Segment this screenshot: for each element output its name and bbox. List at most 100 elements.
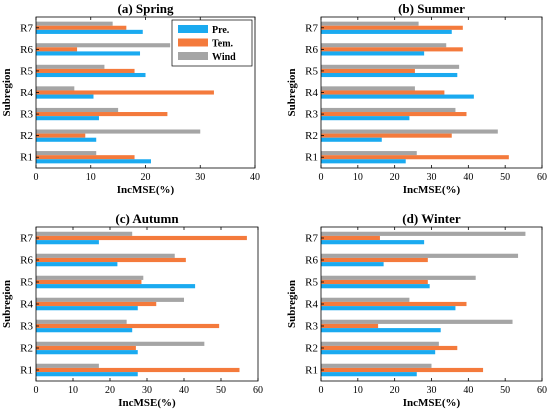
y-tick-label: R5 [20, 65, 33, 77]
bar-pre-r2 [321, 350, 436, 355]
x-tick-label: 60 [253, 385, 263, 396]
y-tick-label: R1 [20, 152, 33, 164]
y-tick-label: R3 [305, 109, 318, 121]
panel-2: (b) Summer R1 R2 R3 R4 R5 R6 R7 0 10 20 30 40 50 60 Inc… [286, 1, 547, 196]
x-tick-label: 60 [537, 385, 547, 396]
x-tick-label: 30 [427, 172, 437, 183]
x-tick-label: 20 [390, 385, 400, 396]
bar-tem-r1 [321, 367, 484, 373]
bar-pre-r4 [321, 94, 474, 99]
y-axis-label: Subregion [286, 280, 298, 328]
bar-pre-r5 [321, 72, 458, 78]
bar-pre-r7 [321, 240, 425, 245]
y-tick-label: R6 [20, 44, 33, 56]
x-tick-label: 0 [34, 172, 39, 183]
bar-pre-r1 [321, 159, 406, 164]
legend-label-wind: Wind [212, 52, 236, 63]
x-tick-label: 10 [68, 385, 78, 396]
bar-tem-r1 [36, 367, 240, 373]
bar-pre-r2 [36, 137, 97, 142]
bar-wind-r6 [36, 43, 171, 48]
x-tick-label: 10 [353, 172, 363, 183]
bar-wind-r3 [321, 319, 513, 324]
bar-tem-r1 [36, 155, 135, 160]
bar-tem-r2 [36, 133, 86, 138]
bar-wind-r7 [321, 231, 526, 236]
bar-wind-r5 [321, 275, 476, 280]
y-tick-label: R2 [305, 130, 318, 142]
y-axis-label: Subregion [286, 68, 298, 116]
bar-wind-r7 [321, 21, 419, 26]
panel-title: (c) Autumn [115, 211, 179, 226]
y-tick-label: R2 [20, 343, 33, 355]
bar-pre-r3 [321, 116, 410, 121]
y-tick-label: R1 [305, 365, 318, 377]
y-tick-label: R5 [305, 277, 318, 289]
bar-wind-r1 [321, 151, 417, 156]
x-axis-label: IncMSE(%) [117, 184, 175, 196]
bar-tem-r4 [36, 301, 157, 307]
x-tick-label: 20 [390, 172, 400, 183]
bar-wind-r5 [321, 64, 460, 69]
bar-wind-r6 [36, 253, 175, 258]
bar-pre-r4 [321, 306, 456, 311]
bar-pre-r2 [321, 137, 382, 142]
bar-tem-r6 [321, 257, 428, 263]
x-tick-label: 40 [463, 172, 473, 183]
x-tick-label: 50 [216, 385, 226, 396]
bar-tem-r4 [321, 90, 445, 95]
y-tick-label: R4 [20, 87, 33, 99]
panel-4: (d) Winter R1 R2 R3 R4 R5 R6 R7 0 10 20 30 40 50 60 Inc… [286, 211, 547, 409]
bar-wind-r2 [36, 129, 201, 134]
y-tick-label: R2 [20, 130, 33, 142]
bar-pre-r6 [36, 262, 118, 267]
legend-label-pre: Pre. [212, 25, 230, 36]
y-tick-label: R7 [20, 22, 33, 34]
bar-wind-r1 [321, 363, 432, 368]
bar-pre-r4 [36, 94, 94, 99]
bar-tem-r2 [36, 345, 136, 351]
panel-1: (a) Spring R1 R2 R3 R4 R5 R6 R7 0 10 20 30 40 IncMSE(… [1, 1, 260, 196]
y-tick-label: R5 [20, 277, 33, 289]
y-tick-label: R1 [305, 152, 318, 164]
bar-pre-r7 [36, 240, 99, 245]
bar-tem-r6 [36, 47, 78, 52]
bar-tem-r3 [321, 323, 379, 329]
bar-tem-r4 [36, 90, 214, 95]
bar-tem-r7 [36, 25, 127, 30]
legend-swatch-pre [178, 25, 208, 33]
bar-wind-r7 [36, 231, 133, 236]
bar-pre-r3 [321, 328, 441, 333]
y-axis-label: Subregion [1, 280, 13, 328]
x-tick-label: 40 [463, 385, 473, 396]
x-tick-label: 10 [86, 172, 96, 183]
bar-tem-r1 [321, 155, 509, 160]
x-tick-label: 20 [105, 385, 115, 396]
panel-title: (b) Summer [398, 1, 465, 16]
y-tick-label: R4 [305, 87, 318, 99]
y-axis-label: Subregion [1, 68, 13, 116]
bar-pre-r5 [321, 284, 430, 289]
bar-wind-r3 [36, 107, 119, 113]
bar-pre-r4 [36, 306, 138, 311]
x-tick-label: 0 [319, 385, 324, 396]
bar-tem-r3 [36, 323, 220, 329]
y-tick-label: R4 [20, 299, 33, 311]
bar-pre-r7 [36, 29, 143, 34]
bar-pre-r6 [36, 51, 141, 56]
bar-tem-r3 [321, 112, 467, 117]
legend-swatch-tem [178, 38, 208, 47]
bar-wind-r6 [321, 253, 519, 258]
bar-tem-r2 [321, 345, 458, 351]
y-tick-label: R7 [305, 22, 318, 34]
bar-pre-r3 [36, 116, 99, 121]
x-axis-label: IncMSE(%) [403, 184, 461, 196]
bar-pre-r3 [36, 328, 133, 333]
x-tick-label: 60 [537, 172, 547, 183]
y-tick-label: R6 [20, 255, 33, 267]
y-tick-label: R6 [305, 255, 318, 267]
bar-wind-r1 [36, 151, 97, 156]
x-tick-label: 30 [142, 385, 152, 396]
x-tick-label: 30 [195, 172, 205, 183]
